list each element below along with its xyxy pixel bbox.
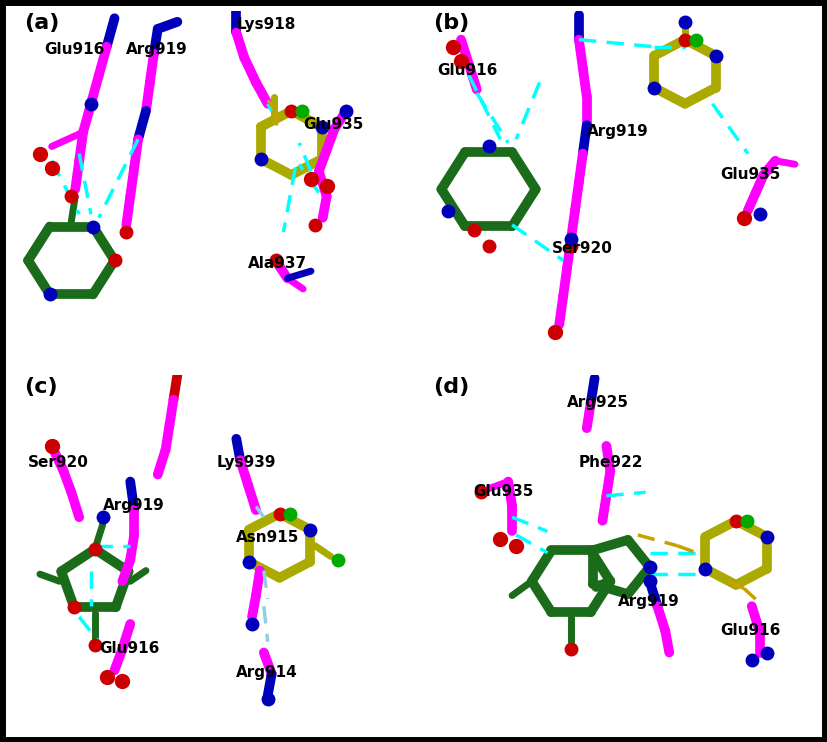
Text: Asn915: Asn915 (237, 530, 299, 545)
Text: Glu916: Glu916 (99, 640, 160, 655)
Text: Ser920: Ser920 (552, 241, 612, 256)
Text: Arg919: Arg919 (103, 498, 165, 513)
Text: (a): (a) (24, 13, 60, 33)
Text: Glu916: Glu916 (437, 63, 498, 78)
Text: (b): (b) (433, 13, 470, 33)
Text: Arg919: Arg919 (586, 124, 648, 139)
Text: Lys918: Lys918 (237, 17, 296, 32)
Text: Glu916: Glu916 (720, 623, 781, 637)
Text: Arg914: Arg914 (237, 666, 298, 680)
Text: Arg919: Arg919 (127, 42, 188, 57)
Text: Arg925: Arg925 (567, 395, 629, 410)
Text: (d): (d) (433, 376, 470, 396)
Text: Arg919: Arg919 (618, 594, 680, 609)
Text: Ser920: Ser920 (28, 456, 89, 470)
Text: Glu935: Glu935 (303, 116, 364, 131)
Text: Lys939: Lys939 (217, 456, 276, 470)
Text: (c): (c) (24, 376, 58, 396)
Text: Glu935: Glu935 (720, 166, 781, 182)
Text: Glu935: Glu935 (473, 484, 533, 499)
Text: Ala937: Ala937 (248, 255, 307, 271)
Text: Glu916: Glu916 (44, 42, 104, 57)
Text: Phe922: Phe922 (579, 456, 643, 470)
